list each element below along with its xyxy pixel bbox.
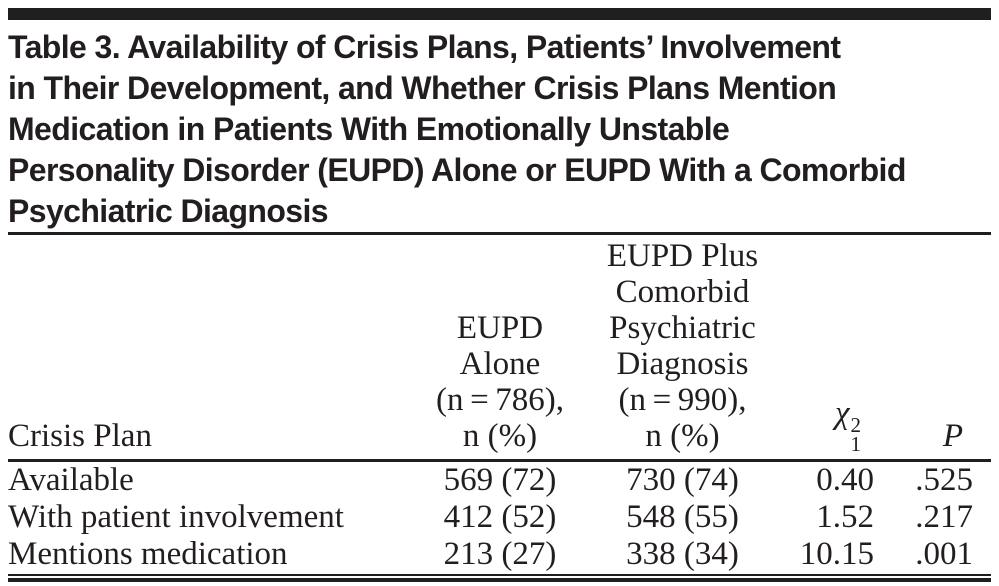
title-line-3: Medication in Patients With Emotionally … <box>8 111 730 147</box>
eupd-comorbid-value: 730 (74) <box>626 462 739 498</box>
bottom-rule-thick-line <box>8 578 991 582</box>
column-header-p-value: P <box>879 235 991 459</box>
eupd-comorbid-line-1: EUPD Plus <box>606 238 759 274</box>
table-top-bar <box>8 8 991 20</box>
row-label: With patient involvement <box>8 499 344 535</box>
chi-square-value: 0.40 <box>816 462 874 498</box>
eupd-comorbid-line-6: n (%) <box>645 418 720 454</box>
p-value: .001 <box>915 536 973 572</box>
title-rule <box>8 232 991 235</box>
eupd-alone-line-4: n (%) <box>462 418 538 454</box>
eupd-comorbid-line-3: Psychiatric <box>609 310 756 346</box>
table-row-available: Available 569 (72) 730 (74) 0.40 .525 <box>8 462 991 499</box>
p-value: .525 <box>915 462 973 498</box>
chi-base: χ <box>834 395 850 431</box>
eupd-comorbid-value: 548 (55) <box>626 499 739 535</box>
p-value: .217 <box>915 499 973 535</box>
bottom-double-rule <box>8 574 991 582</box>
eupd-comorbid-line-2: Comorbid <box>615 274 750 310</box>
title-line-5: Psychiatric Diagnosis <box>8 193 329 229</box>
chi-square-value: 1.52 <box>816 499 874 535</box>
chi-superscript: 2 <box>850 413 862 437</box>
eupd-comorbid-line-5: (n = 990), <box>618 382 747 418</box>
column-header-eupd-alone: EUPD Alone (n = 786), n (%) <box>410 235 590 459</box>
header-rule <box>8 459 991 462</box>
eupd-alone-line-2: Alone <box>459 346 541 382</box>
p-value-label: P <box>942 418 963 454</box>
bottom-rule-thin-line <box>8 574 991 576</box>
eupd-alone-value: 569 (72) <box>443 462 557 498</box>
eupd-alone-line-3: (n = 786), <box>435 382 565 418</box>
table-row-patient-involvement: With patient involvement 412 (52) 548 (5… <box>8 499 991 536</box>
eupd-alone-value: 412 (52) <box>443 499 557 535</box>
eupd-comorbid-line-4: Diagnosis <box>616 346 749 382</box>
eupd-comorbid-value: 338 (34) <box>626 536 739 572</box>
table-row-mentions-medication: Mentions medication 213 (27) 338 (34) 10… <box>8 536 991 573</box>
title-line-1: Table 3. Availability of Crisis Plans, P… <box>8 29 841 65</box>
chi-square-value: 10.15 <box>799 536 874 572</box>
eupd-alone-value: 213 (27) <box>443 536 557 572</box>
title-line-4: Personality Disorder (EUPD) Alone or EUP… <box>8 152 906 188</box>
title-line-2: in Their Development, and Whether Crisis… <box>8 70 837 106</box>
column-header-eupd-comorbid: EUPD Plus Comorbid Psychiatric Diagnosis… <box>590 235 775 459</box>
column-header-crisis-plan: Crisis Plan <box>8 235 410 459</box>
table-title: Table 3. Availability of Crisis Plans, P… <box>8 27 991 232</box>
crisis-plan-label: Crisis Plan <box>8 418 152 454</box>
chi-subscript: 1 <box>850 432 862 456</box>
table-header-row: Crisis Plan EUPD Alone (n = 786), n (%) … <box>8 235 991 459</box>
row-label: Mentions medication <box>8 536 288 572</box>
row-label: Available <box>8 462 134 498</box>
eupd-alone-line-1: EUPD <box>456 310 544 346</box>
